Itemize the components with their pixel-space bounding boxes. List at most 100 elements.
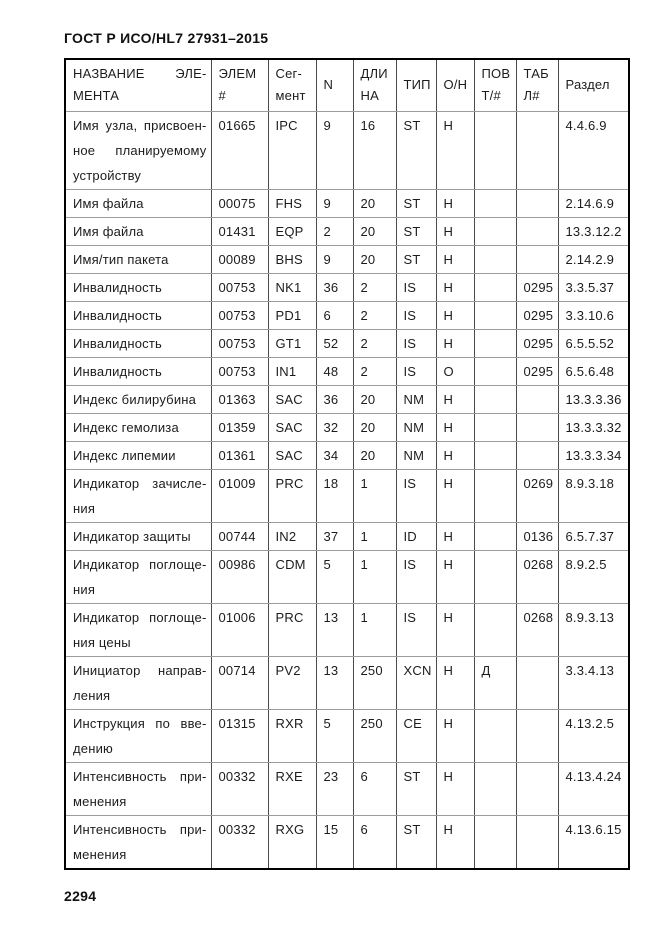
cell-elem: 01361 [210,440,269,470]
cell-tbl [515,440,559,470]
table-header: НАЗВАНИЕ ЭЛЕ- МЕНТА ЭЛЕМ # Сег-мент N ДЛИ НА ТИП… [64,58,630,112]
cell-len: 20 [352,384,397,414]
cell-sect: 4.13.6.15 [557,814,630,869]
column-header-line: ТИП [403,77,431,93]
cell-n: 48 [315,356,354,386]
cell-type: NM [395,412,437,442]
cell-seg: RXR [267,708,317,763]
cell-element-name: Инструкция по вве-дению [64,708,212,763]
cell-on: Н [435,761,475,816]
cell-n: 9 [315,110,354,190]
element-name-line: Индикатор поглоще- [73,609,207,625]
cell-sect: 6.5.7.37 [557,521,630,551]
cell-seg: SAC [267,384,317,414]
table-row: Индикатор защиты 00744 IN2 37 1 ID Н 0136 6.5.7.… [64,521,630,551]
column-header-n: N [315,58,354,112]
cell-sect: 4.4.6.9 [557,110,630,190]
cell-on: Н [435,328,475,358]
cell-seg: BHS [267,244,317,274]
cell-type: ST [395,188,437,218]
cell-element-name: Индекс липемии [64,440,212,470]
table-row: Интенсивность при-менения 00332 RXG 15 6 ST Н 4… [64,814,630,869]
cell-element-name: Имя файла [64,216,212,246]
cell-rep [473,272,517,302]
table-row: Имя файла 00075 FHS 9 20 ST Н 2.14.6.9 [64,188,630,218]
cell-type: ID [395,521,437,551]
cell-seg: IN1 [267,356,317,386]
doc-title: ГОСТ Р ИСО/HL7 27931–2015 [64,30,269,46]
element-name-line: устройству [73,167,142,183]
cell-on: Н [435,814,475,869]
element-name-line: Инвалидность [73,279,162,295]
cell-type: NM [395,384,437,414]
cell-n: 6 [315,300,354,330]
element-name-line: ния [73,581,96,597]
cell-type: IS [395,549,437,604]
element-name-line: Инициатор направ- [73,662,207,678]
cell-len: 250 [352,655,397,710]
cell-n: 13 [315,655,354,710]
element-name-line: Имя узла, присвоен- [73,117,207,133]
table-row: Имя файла 01431 EQP 2 20 ST Н 13.3.12.2 [64,216,630,246]
cell-elem: 01359 [210,412,269,442]
cell-tbl [515,814,559,869]
element-name-line: Индикатор зачисле- [73,475,207,491]
cell-type: ST [395,216,437,246]
table-row: Инициатор направ-ления 00714 PV2 13 250 XCN Н Д… [64,655,630,710]
column-header-seg: Сег-мент [267,58,317,112]
column-header-line: ЭЛЕМ [218,66,257,82]
cell-type: CE [395,708,437,763]
cell-tbl: 0269 [515,468,559,523]
cell-on: Н [435,244,475,274]
cell-rep [473,188,517,218]
cell-type: IS [395,272,437,302]
cell-on: Н [435,468,475,523]
element-name-line: Имя файла [73,223,144,239]
cell-tbl [515,188,559,218]
cell-n: 23 [315,761,354,816]
cell-elem: 01315 [210,708,269,763]
cell-tbl [515,216,559,246]
cell-len: 1 [352,549,397,604]
cell-on: Н [435,440,475,470]
cell-n: 32 [315,412,354,442]
cell-on: Н [435,708,475,763]
column-header-name: НАЗВАНИЕ ЭЛЕ- МЕНТА [64,58,212,112]
cell-rep [473,110,517,190]
element-name-line: ления [73,687,111,703]
cell-sect: 13.3.3.34 [557,440,630,470]
element-name-line: Имя/тип пакета [73,251,169,267]
cell-sect: 6.5.6.48 [557,356,630,386]
cell-tbl [515,655,559,710]
cell-type: IS [395,300,437,330]
cell-type: IS [395,468,437,523]
cell-rep [473,384,517,414]
cell-seg: CDM [267,549,317,604]
cell-elem: 00753 [210,328,269,358]
cell-rep [473,468,517,523]
table-row: Индекс гемолиза 01359 SAC 32 20 NM Н 13.3.3.32 [64,412,630,442]
element-name-line: ное планируемому [73,142,207,158]
column-header-line: Раздел [565,77,610,93]
cell-elem: 01665 [210,110,269,190]
column-header-line: ПОВ [481,66,511,82]
cell-n: 9 [315,244,354,274]
cell-seg: IPC [267,110,317,190]
cell-elem: 00753 [210,356,269,386]
cell-seg: PD1 [267,300,317,330]
column-header-len: ДЛИ НА [352,58,397,112]
cell-type: IS [395,328,437,358]
column-header-type: ТИП [395,58,437,112]
cell-on: Н [435,549,475,604]
cell-rep [473,412,517,442]
cell-type: NM [395,440,437,470]
cell-len: 2 [352,356,397,386]
cell-sect: 2.14.6.9 [557,188,630,218]
cell-elem: 00753 [210,300,269,330]
cell-element-name: Инвалидность [64,328,212,358]
cell-sect: 3.3.4.13 [557,655,630,710]
cell-rep [473,814,517,869]
cell-len: 1 [352,468,397,523]
cell-element-name: Имя узла, присвоен-ное планируемому устро… [64,110,212,190]
cell-sect: 6.5.5.52 [557,328,630,358]
